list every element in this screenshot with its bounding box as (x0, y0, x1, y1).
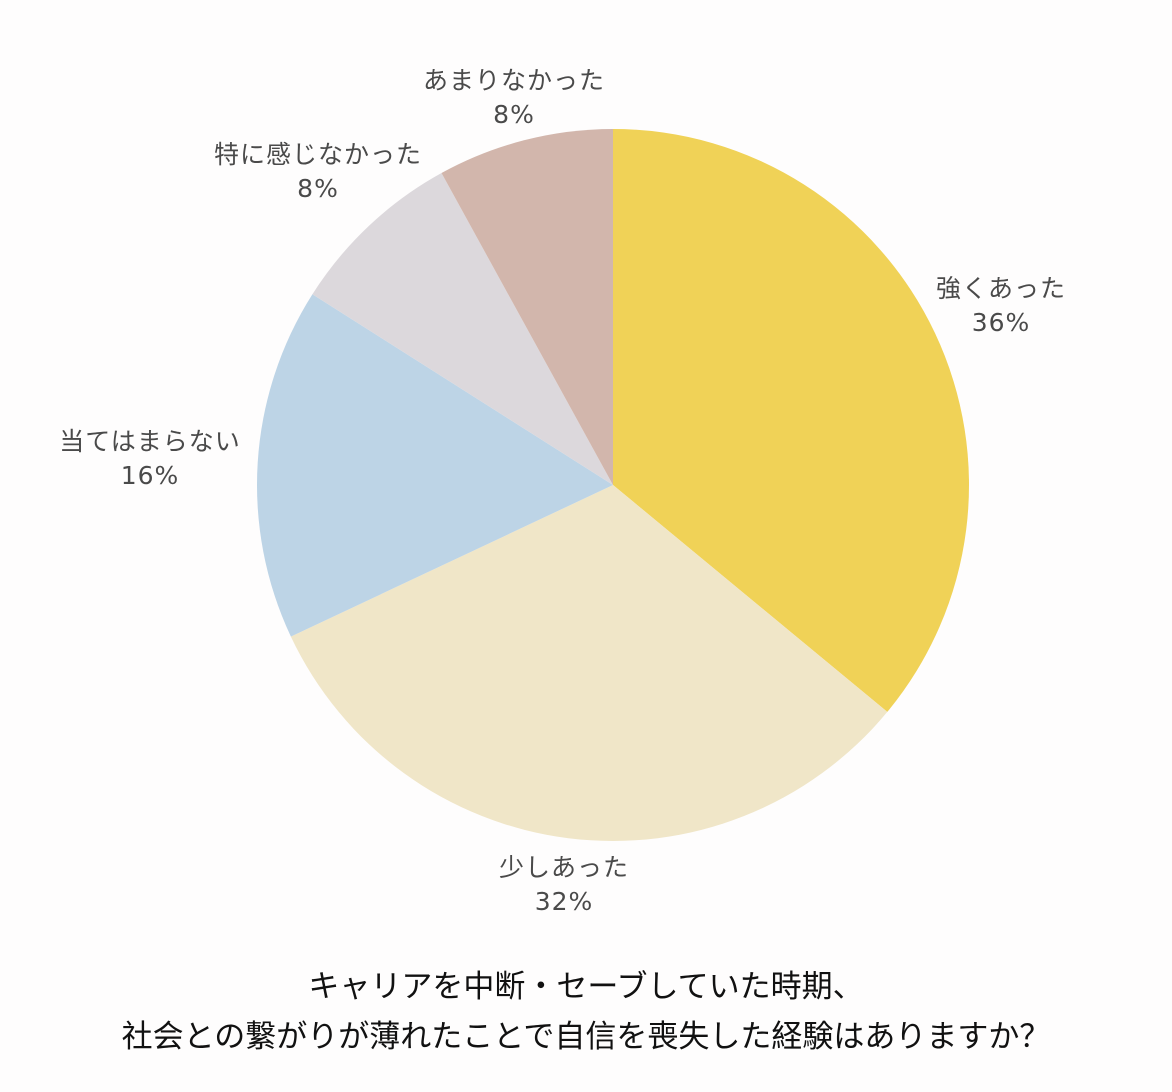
chart-title-line-2: 社会との繋がりが薄れたことで自信を喪失した経験はありますか？ (121, 1019, 1051, 1055)
slice-label-somewhat: 少しあった 32% (498, 853, 630, 916)
chart-title: キャリアを中断・セーブしていた時期、 社会との繋がりが薄れたことで自信を喪失した… (0, 962, 1172, 1062)
pie-slice (290, 485, 888, 842)
pie-slice (441, 129, 613, 485)
pie-slice (312, 173, 613, 485)
pie-slice (256, 294, 613, 637)
slice-label-rarely: あまりなかった 8% (422, 66, 606, 129)
slice-label-strong: 強くあった 36% (935, 274, 1067, 337)
pie-slice (613, 129, 969, 712)
slice-label-did-not-feel: 特に感じなかった 8% (213, 140, 423, 203)
pie-chart (256, 129, 969, 842)
chart-title-line-1: キャリアを中断・セーブしていた時期、 (308, 969, 864, 1005)
slice-label-not-applicable: 当てはまらない 16% (59, 427, 241, 490)
